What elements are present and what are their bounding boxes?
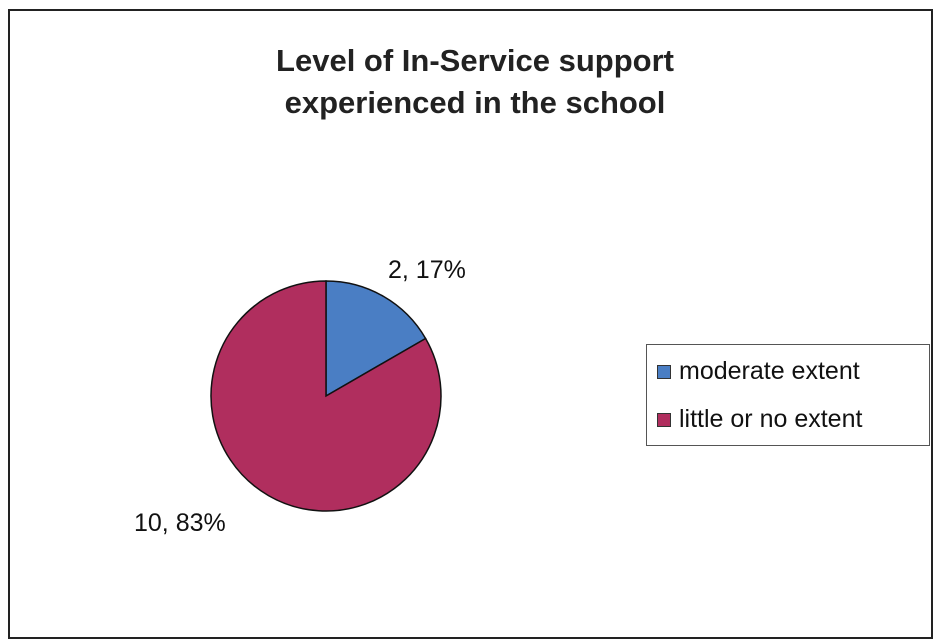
chart-title-line-1: Level of In-Service support xyxy=(276,43,674,78)
legend-swatch-little-or-no-extent xyxy=(657,412,671,427)
data-label-little-or-no-extent: 10, 83% xyxy=(134,509,226,537)
legend-label-little-or-no-extent: little or no extent xyxy=(679,405,863,433)
legend: moderate extent little or no extent xyxy=(646,344,930,446)
data-label-moderate-extent: 2, 17% xyxy=(388,256,466,284)
legend-item-little-or-no-extent: little or no extent xyxy=(657,405,862,434)
pie-slice-moderate-extent xyxy=(325,280,427,398)
legend-label-moderate-extent: moderate extent xyxy=(679,357,860,385)
chart-title: Level of In-Service support experienced … xyxy=(150,40,800,124)
legend-item-moderate-extent: moderate extent xyxy=(657,357,860,386)
pie-slice-little-or-no-extent xyxy=(210,280,442,512)
chart-title-line-2: experienced in the school xyxy=(284,85,666,120)
legend-swatch-moderate-extent xyxy=(657,364,671,379)
chart-frame xyxy=(8,9,933,639)
